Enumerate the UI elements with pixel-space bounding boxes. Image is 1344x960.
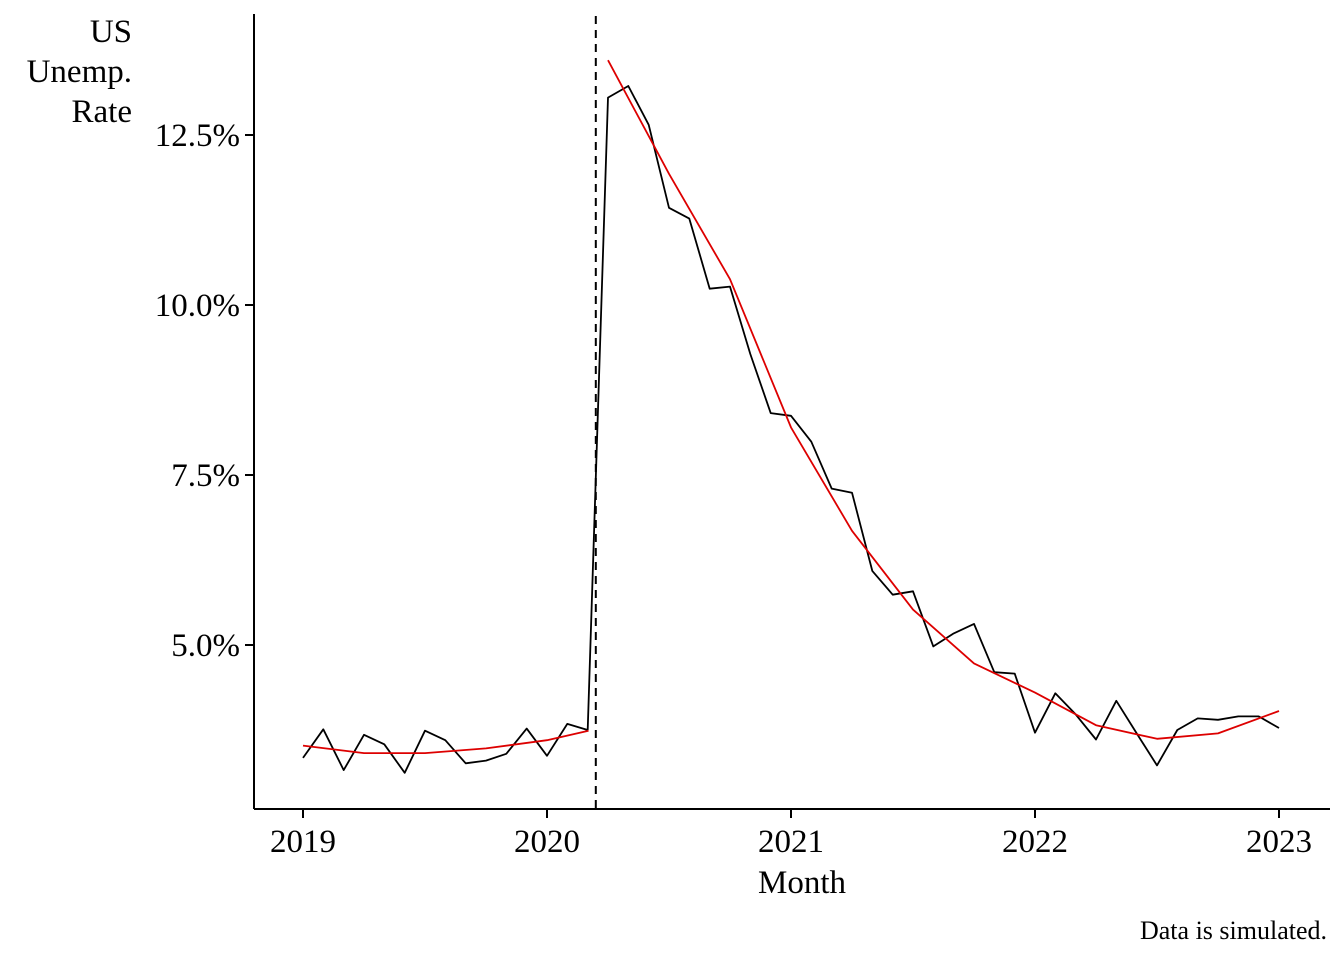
y-axis-title: US Unemp. Rate (27, 14, 132, 130)
series-observed-line (302, 85, 1280, 774)
series-layer (302, 59, 1280, 774)
y-tick-label: 10.0% (155, 288, 240, 324)
x-axis-ticks: 2019 2020 2021 2022 2023 (270, 809, 1312, 860)
x-tick-label: 2021 (758, 824, 824, 860)
series-fit-line-2 (607, 59, 1280, 740)
chart-caption: Data is simulated. (1140, 916, 1327, 945)
x-tick-label: 2022 (1002, 824, 1068, 860)
y-axis-ticks: 5.0% 7.5% 10.0% 12.5% (155, 118, 254, 664)
y-tick-label: 12.5% (155, 118, 240, 154)
y-axis-title-line: Rate (72, 94, 132, 130)
y-axis-title-line: US (90, 14, 132, 50)
x-tick-label: 2020 (514, 824, 580, 860)
y-tick-label: 5.0% (171, 628, 240, 664)
y-axis-title-line: Unemp. (27, 54, 132, 90)
x-tick-label: 2019 (270, 824, 336, 860)
x-axis-title: Month (758, 865, 847, 901)
series-fit-line-1 (302, 729, 589, 754)
y-tick-label: 7.5% (171, 458, 240, 494)
x-tick-label: 2023 (1246, 824, 1312, 860)
